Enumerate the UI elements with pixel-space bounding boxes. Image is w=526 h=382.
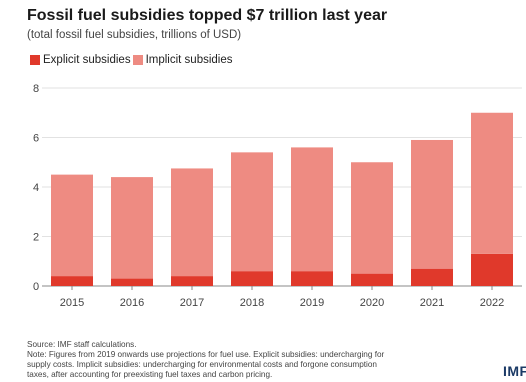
note-line-3: taxes, after accounting for preexisting … bbox=[27, 370, 273, 379]
chart-legend: Explicit subsidies Implicit subsidies bbox=[30, 54, 235, 66]
bar-implicit-2019 bbox=[291, 147, 333, 272]
bar-explicit-2017 bbox=[171, 276, 213, 286]
x-tick-label-2015: 2015 bbox=[60, 297, 84, 309]
note-line-1: Note: Figures from 2019 onwards use proj… bbox=[27, 350, 385, 359]
y-tick-label-2: 2 bbox=[33, 232, 39, 244]
legend-item-explicit: Explicit subsidies bbox=[30, 54, 131, 66]
y-tick-label-8: 8 bbox=[33, 83, 39, 95]
x-tick-label-2019: 2019 bbox=[300, 297, 324, 309]
bar-explicit-2020 bbox=[351, 273, 393, 286]
bar-explicit-2022 bbox=[471, 253, 513, 286]
bar-implicit-2021 bbox=[411, 139, 453, 269]
legend-item-implicit: Implicit subsidies bbox=[132, 54, 233, 66]
bar-implicit-2020 bbox=[351, 162, 393, 274]
legend-swatch-implicit bbox=[132, 55, 143, 65]
bar-implicit-2017 bbox=[171, 168, 213, 277]
source-note: Source: IMF staff calculations. bbox=[27, 340, 137, 349]
x-tick-label-2018: 2018 bbox=[240, 297, 264, 309]
bar-explicit-2015 bbox=[51, 276, 93, 286]
bar-explicit-2018 bbox=[231, 271, 273, 286]
bar-implicit-2015 bbox=[51, 174, 93, 277]
bar-implicit-2018 bbox=[231, 152, 273, 272]
legend-label-explicit: Explicit subsidies bbox=[43, 54, 131, 66]
imf-logo: IMF bbox=[503, 363, 526, 379]
y-tick-label-6: 6 bbox=[33, 133, 39, 145]
x-tick-label-2022: 2022 bbox=[480, 297, 504, 309]
x-tick-label-2021: 2021 bbox=[420, 297, 444, 309]
chart-subtitle: (total fossil fuel subsidies, trillions … bbox=[27, 29, 242, 41]
footnotes: Source: IMF staff calculations. Note: Fi… bbox=[27, 340, 447, 380]
bar-explicit-2019 bbox=[291, 271, 333, 286]
bar-implicit-2016 bbox=[111, 177, 153, 279]
x-tick-label-2016: 2016 bbox=[120, 297, 144, 309]
bar-implicit-2022 bbox=[471, 112, 513, 254]
chart-title: Fossil fuel subsidies topped $7 trillion… bbox=[27, 7, 388, 24]
x-tick-label-2017: 2017 bbox=[180, 297, 204, 309]
x-tick-label-2020: 2020 bbox=[360, 297, 384, 309]
y-tick-label-4: 4 bbox=[33, 182, 39, 194]
bar-explicit-2021 bbox=[411, 268, 453, 286]
bar-chart: 0 2 4 6 8 2015 2016 2017 2018 2019 2020 2021 2022 bbox=[33, 83, 522, 309]
legend-label-implicit: Implicit subsidies bbox=[145, 54, 233, 66]
bar-explicit-2016 bbox=[111, 278, 153, 286]
legend-swatch-explicit bbox=[30, 55, 40, 65]
note-line-2: supply costs. Implicit subsidies: underc… bbox=[27, 360, 377, 369]
y-tick-label-0: 0 bbox=[33, 281, 39, 293]
